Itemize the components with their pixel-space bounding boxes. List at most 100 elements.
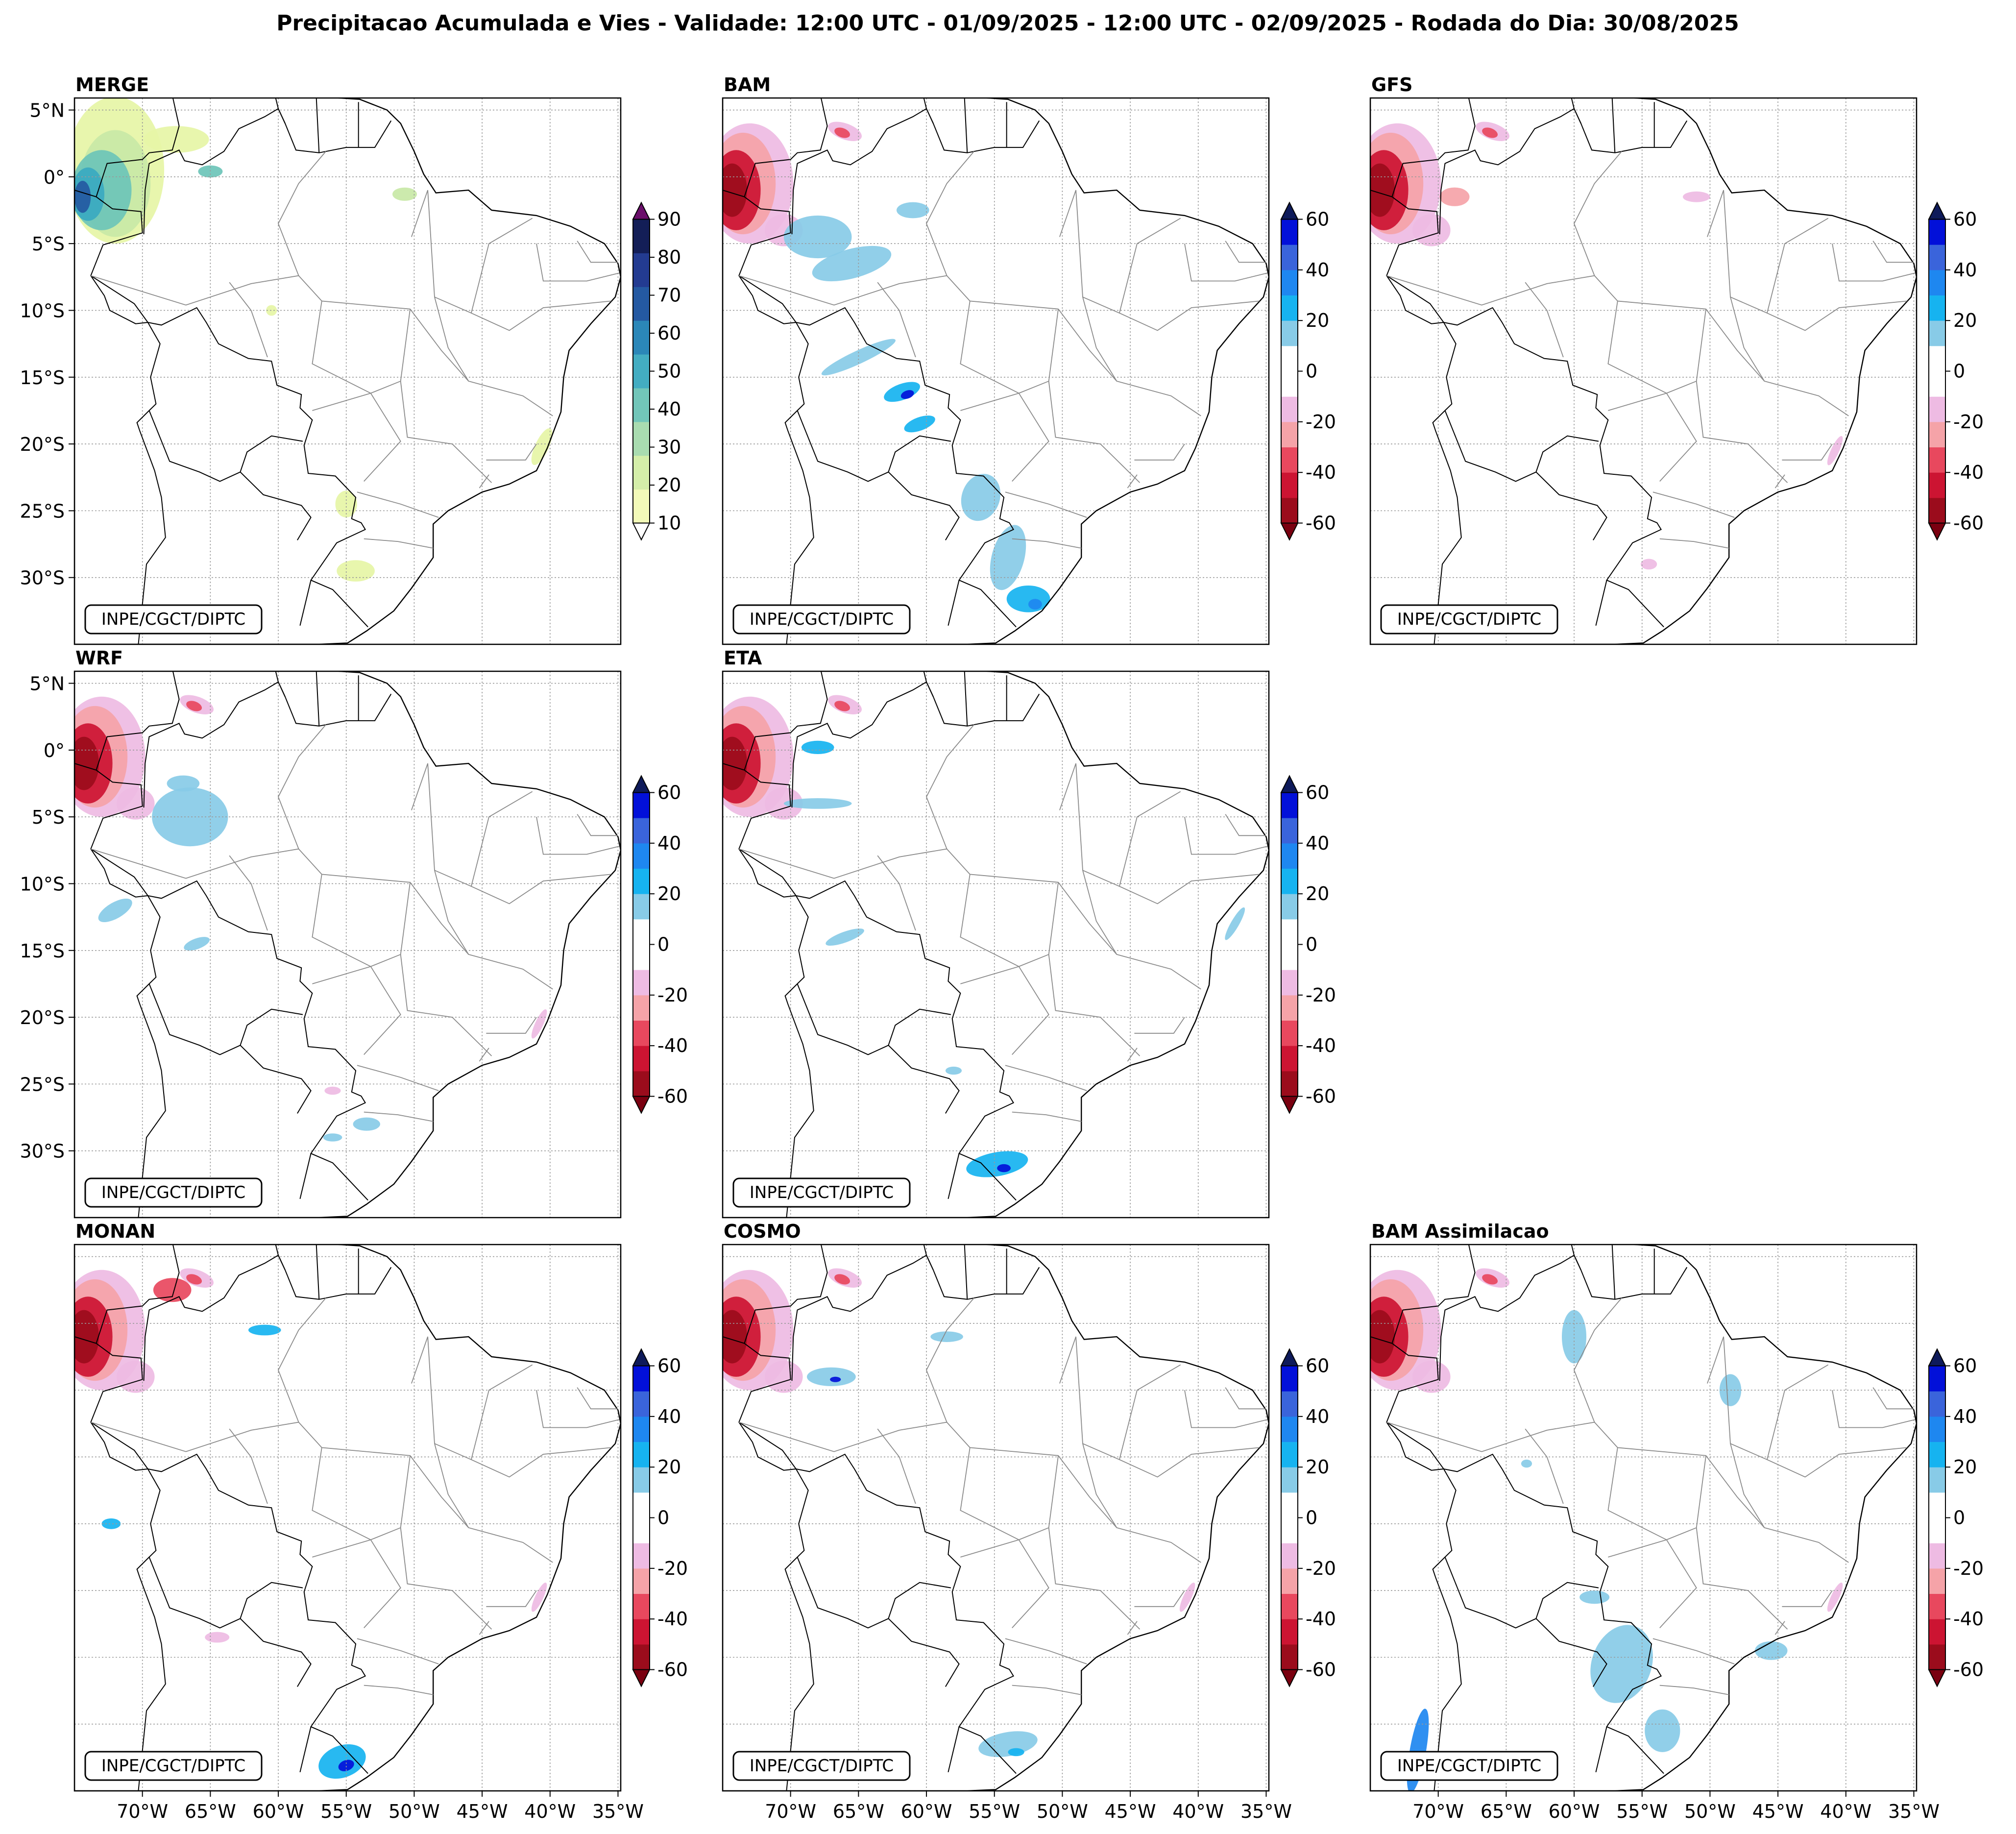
coastline: [1370, 1245, 1917, 1791]
country-border: [1444, 410, 1607, 540]
state-border: [1059, 190, 1201, 416]
field-contour: [897, 202, 929, 219]
map-area: [74, 1245, 621, 1791]
colorbar-segment: [633, 919, 650, 945]
country-border: [148, 1557, 312, 1687]
state-border: [1059, 763, 1201, 990]
colorbar-segment: [1281, 1619, 1298, 1645]
colorbar-segment: [1929, 1517, 1945, 1543]
lat-tick-label: 5°N: [29, 673, 65, 695]
colorbar-segment: [1281, 1071, 1298, 1097]
colorbar-segment: [633, 894, 650, 920]
state-border: [1048, 381, 1141, 483]
colorbar-tick-label: 60: [657, 1355, 681, 1377]
field-contour: [1028, 599, 1042, 610]
country-border: [90, 275, 368, 628]
lon-tick-label: 70°W: [765, 1801, 816, 1822]
credit-label: INPE/CGCT/DIPTC: [101, 1756, 245, 1776]
state-border: [434, 791, 533, 887]
colorbar-tick-label: -60: [1953, 513, 1984, 534]
field-contour: [1645, 1709, 1680, 1752]
colorbar-tick-label: 20: [1306, 883, 1329, 905]
panel-gfs: GFS INPE/CGCT/DIPTC -60 -40 -20 0 20 40 60: [1369, 74, 1984, 645]
field-contour: [74, 736, 99, 790]
state-border: [1774, 474, 1785, 489]
state-border: [400, 954, 492, 1056]
field-contour: [966, 1151, 1028, 1177]
colorbar-segment: [1281, 1492, 1298, 1518]
credit-frame: [1380, 604, 1558, 635]
map-background: [74, 98, 621, 644]
state-border: [577, 814, 618, 836]
colorbar-tick-label: -60: [1953, 1659, 1984, 1681]
lat-tick-label: 20°S: [20, 434, 65, 455]
state-border: [1012, 1111, 1082, 1122]
state-border: [877, 855, 916, 931]
colorbar-extend-min: [1928, 1669, 1946, 1687]
lon-tick-label: 60°W: [253, 1801, 304, 1822]
map-area: [1370, 98, 1917, 644]
panel-title: BAM Assimilacao: [1371, 1221, 1549, 1242]
colorbar-segment: [1281, 1543, 1298, 1569]
state-border: [471, 300, 611, 331]
field-contour: [531, 1009, 547, 1039]
state-border: [1184, 244, 1268, 282]
state-border: [1127, 474, 1138, 489]
colorbar-segment: [1281, 995, 1298, 1021]
state-border: [1059, 1336, 1201, 1563]
map-frame: [1369, 97, 1918, 645]
state-border: [1082, 218, 1181, 314]
field-contour: [1008, 1748, 1024, 1757]
map-background: [723, 1245, 1269, 1791]
colorbar-extend-max: [1280, 1348, 1299, 1367]
state-border: [312, 966, 401, 1055]
map-background: [723, 671, 1269, 1218]
field-contour: [826, 928, 864, 946]
colorbar-segment: [1281, 447, 1298, 473]
colorbar-segment: [633, 1543, 650, 1569]
country-border: [791, 681, 1040, 808]
lon-tick-label: 45°W: [457, 1801, 508, 1822]
colorbar-segment: [1929, 421, 1945, 447]
colorbar-segment: [633, 970, 650, 996]
field-contour: [723, 1310, 747, 1364]
country-border: [738, 1421, 1017, 1774]
state-border: [434, 218, 533, 314]
colorbar-segment: [1929, 1593, 1945, 1619]
field-contour: [152, 787, 228, 847]
state-border: [1184, 1390, 1268, 1428]
state-border: [400, 1527, 492, 1630]
state-border: [479, 1048, 489, 1062]
credit-box: INPE/CGCT/DIPTC: [732, 1751, 911, 1781]
country-border: [738, 848, 1017, 1201]
colorbar-tick-label: 20: [657, 883, 681, 905]
colorbar-segment: [633, 320, 650, 355]
country-border: [1444, 1557, 1607, 1687]
state-border: [1082, 791, 1181, 887]
colorbar-tick-label: -40: [1306, 462, 1336, 483]
country-border: [240, 1008, 303, 1046]
colorbar-segment: [633, 1366, 650, 1392]
colorbar-segment: [1929, 1391, 1945, 1417]
map-area: [74, 671, 621, 1218]
lon-tick-label: 65°W: [833, 1801, 884, 1822]
field-contour: [1827, 1582, 1843, 1612]
colorbar-segment: [633, 421, 650, 456]
colorbar-segment: [633, 489, 650, 523]
colorbar-segment: [1929, 396, 1945, 422]
lon-tick-label: 50°W: [389, 1801, 440, 1822]
colorbar-tick-label: -20: [1306, 411, 1336, 433]
colorbar-segment: [1281, 421, 1298, 447]
colorbar-segment: [633, 1071, 650, 1097]
credit-label: INPE/CGCT/DIPTC: [750, 1756, 894, 1776]
colorbar-segment: [1929, 472, 1945, 498]
colorbar-segment: [633, 1568, 650, 1594]
field-contour: [392, 187, 417, 201]
lon-tick-label: 40°W: [1172, 1801, 1224, 1822]
country-border: [275, 671, 286, 697]
panel-bam: BAM INPE/CGCT/DIPTC -60 -40 -20 0 20 40 60: [722, 74, 1336, 645]
credit-box: INPE/CGCT/DIPTC: [84, 604, 263, 635]
state-border: [739, 1421, 1117, 1528]
colorbar-segment: [1929, 1467, 1945, 1493]
panel-title: BAM: [724, 74, 771, 96]
